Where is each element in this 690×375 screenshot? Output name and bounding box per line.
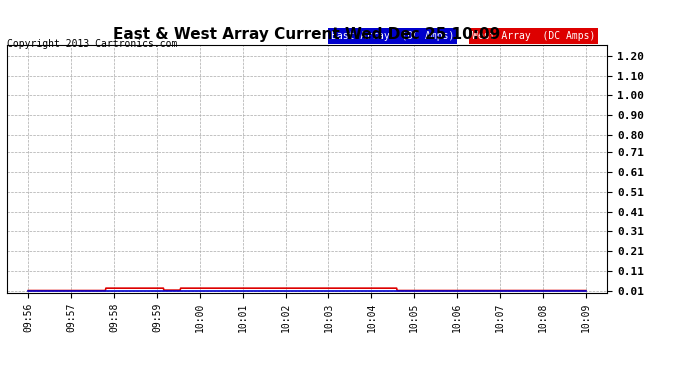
Text: Copyright 2013 Cartronics.com: Copyright 2013 Cartronics.com <box>7 39 177 50</box>
Text: West Array  (DC Amps): West Array (DC Amps) <box>472 31 595 41</box>
Text: East Array  (DC Amps): East Array (DC Amps) <box>331 31 455 41</box>
Title: East & West Array Current Wed Dec 25 10:09: East & West Array Current Wed Dec 25 10:… <box>113 27 501 42</box>
